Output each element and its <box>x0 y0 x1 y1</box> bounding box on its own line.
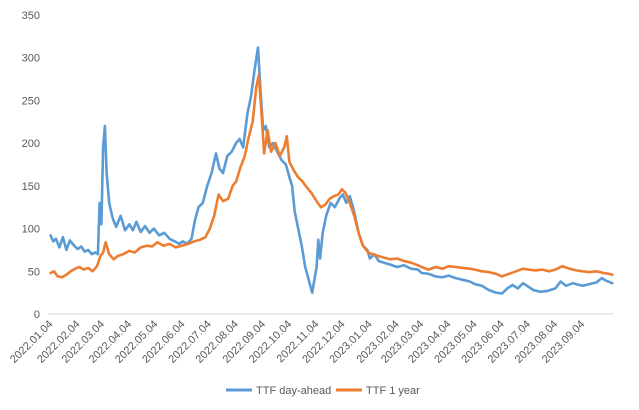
series-line-ttf-1-year <box>49 73 614 279</box>
y-tick-label: 50 <box>28 266 40 278</box>
series-line-ttf-day-ahead <box>49 46 614 295</box>
y-tick-label: 200 <box>22 138 40 150</box>
y-tick-label: 0 <box>34 309 40 321</box>
y-tick-label: 250 <box>22 95 40 107</box>
y-axis-ticks: 0 50 100 150 200 250 300 350 <box>22 10 40 321</box>
legend: TTF day-ahead TTF 1 year <box>226 385 420 397</box>
y-tick-label: 300 <box>22 53 40 65</box>
y-tick-label: 150 <box>22 181 40 193</box>
legend-label: TTF day-ahead <box>256 385 331 397</box>
legend-label: TTF 1 year <box>366 385 420 397</box>
y-tick-label: 350 <box>22 10 40 22</box>
x-axis-ticks: 2022.01.042022.02.042022.03.042022.04.04… <box>8 318 587 365</box>
series-group <box>49 46 614 295</box>
y-tick-label: 100 <box>22 224 40 236</box>
